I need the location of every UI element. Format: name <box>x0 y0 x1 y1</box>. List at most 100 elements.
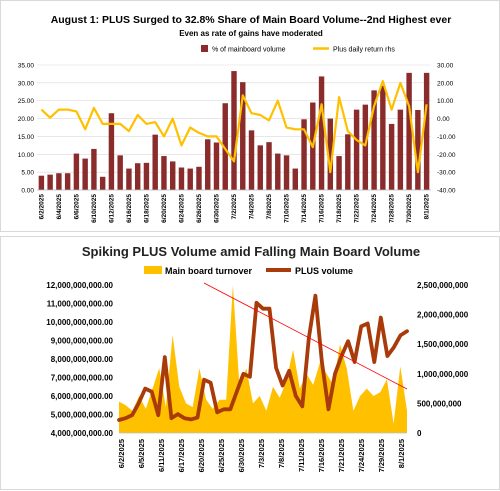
x-tick-label: 7/21/2025 <box>337 439 346 472</box>
bar <box>108 113 115 190</box>
series-line-plus-return <box>40 79 428 174</box>
x-tick-label: 7/16/2025 <box>319 194 326 223</box>
bar <box>178 167 185 190</box>
bar <box>231 71 237 190</box>
y-right-tick-label: 1,000,000,000 <box>417 370 469 379</box>
legend-label-line: Plus daily return rhs <box>333 47 395 54</box>
bar <box>56 173 62 190</box>
x-tick-label: 6/26/2025 <box>196 194 203 223</box>
bar <box>240 82 246 190</box>
x-tick-label: 7/18/2025 <box>336 194 343 223</box>
x-tick-label: 6/16/2025 <box>126 194 133 223</box>
bar <box>196 166 202 190</box>
bar <box>318 76 325 190</box>
x-tick-label: 7/16/2025 <box>317 439 326 472</box>
bar <box>423 72 430 190</box>
y-right-tick-label: 0.00 <box>437 116 450 123</box>
y-right-tick-label: -40.00 <box>437 188 456 195</box>
legend-label-area: Main board turnover <box>165 266 253 276</box>
y-right-tick-label: -30.00 <box>437 170 456 177</box>
y-right-tick-label: 0 <box>417 429 422 438</box>
bar <box>283 155 290 190</box>
x-tick-label: 7/29/2025 <box>377 439 386 472</box>
bar <box>275 153 281 190</box>
x-tick-label: 7/10/2025 <box>284 194 291 223</box>
x-tick-label: 7/22/2025 <box>354 194 361 223</box>
x-tick-label: 7/24/2025 <box>371 194 378 223</box>
bar <box>371 90 377 190</box>
trend-line-annotation <box>203 282 408 390</box>
y-left-tick-label: 10.00 <box>18 152 35 159</box>
chart-plus-volume: Spiking PLUS Volume amid Falling Main Bo… <box>0 236 500 490</box>
y-right-tick-label: 10.00 <box>437 98 454 105</box>
y-left-tick-label: 15.00 <box>18 134 35 141</box>
x-tick-label: 6/12/2025 <box>108 194 115 223</box>
x-tick-label: 6/20/2025 <box>197 439 206 472</box>
y-right-tick-label: 1,500,000,000 <box>417 340 469 349</box>
bar <box>38 175 45 190</box>
x-tick-label: 6/2/2025 <box>117 439 126 468</box>
bar <box>99 176 106 190</box>
x-tick-label: 7/11/2025 <box>297 439 306 472</box>
x-tick-label: 7/2/2025 <box>231 194 238 220</box>
legend-label-plus-line: PLUS volume <box>295 266 353 276</box>
y-right-tick-label: -10.00 <box>437 134 456 141</box>
x-tick-label: 6/11/2025 <box>157 439 166 472</box>
y-left-tick-label: 9,000,000,000.00 <box>51 337 114 346</box>
y-left-tick-label: 12,000,000,000.00 <box>46 281 113 290</box>
bar <box>73 153 80 190</box>
x-tick-label: 6/10/2025 <box>91 194 98 223</box>
x-tick-label: 6/24/2025 <box>178 194 185 223</box>
bar <box>47 174 53 190</box>
bar <box>406 72 412 190</box>
bar <box>327 118 334 190</box>
chart1-title: August 1: PLUS Surged to 32.8% Share of … <box>51 14 452 26</box>
x-tick-label: 6/17/2025 <box>177 439 186 472</box>
y-left-tick-label: 5,000,000,000.00 <box>51 411 114 420</box>
x-tick-label: 8/1/2025 <box>397 439 406 468</box>
x-tick-label: 6/4/2025 <box>56 194 63 220</box>
chart-plus-share: August 1: PLUS Surged to 32.8% Share of … <box>0 0 500 232</box>
x-tick-label: 6/30/2025 <box>237 439 246 472</box>
bar <box>161 156 167 190</box>
legend-swatch-area <box>144 266 162 274</box>
y-left-tick-label: 10,000,000,000.00 <box>46 318 113 327</box>
bar <box>91 148 97 190</box>
bar <box>362 104 369 190</box>
y-right-tick-label: -20.00 <box>437 152 456 159</box>
bar <box>117 155 123 190</box>
x-tick-label: 6/2/2025 <box>38 194 45 220</box>
y-right-tick-label: 20.00 <box>437 80 454 87</box>
bar <box>292 168 299 190</box>
x-tick-label: 6/6/2025 <box>73 194 80 220</box>
bar <box>126 168 132 190</box>
y-left-tick-label: 0.00 <box>21 188 34 195</box>
x-tick-label: 6/18/2025 <box>143 194 150 223</box>
chart1-subtitle: Even as rate of gains have moderated <box>179 29 323 38</box>
bar <box>415 110 421 190</box>
x-tick-label: 7/3/2025 <box>257 439 266 468</box>
y-left-tick-label: 8,000,000,000.00 <box>51 355 114 364</box>
bar <box>397 109 404 190</box>
y-left-tick-label: 20.00 <box>18 116 35 123</box>
chart2-title: Spiking PLUS Volume amid Falling Main Bo… <box>82 244 420 259</box>
bar <box>353 109 360 190</box>
y-right-tick-label: 2,000,000,000 <box>417 311 469 320</box>
chart-plus-volume-svg: Spiking PLUS Volume amid Falling Main Bo… <box>46 244 469 472</box>
bar <box>380 85 386 190</box>
series-line-plus-volume <box>117 293 409 422</box>
chart-plus-share-svg: August 1: PLUS Surged to 32.8% Share of … <box>18 14 456 223</box>
x-tick-label: 7/14/2025 <box>301 194 308 223</box>
bar <box>345 134 351 190</box>
legend-label-bars: % of mainboard volume <box>212 47 286 54</box>
bar <box>205 139 211 190</box>
x-tick-label: 6/20/2025 <box>161 194 168 223</box>
bar <box>152 134 158 190</box>
bar <box>134 163 141 190</box>
y-left-tick-label: 7,000,000,000.00 <box>51 374 114 383</box>
x-tick-label: 7/28/2025 <box>389 194 396 223</box>
y-left-tick-label: 11,000,000,000.00 <box>47 300 114 309</box>
legend-swatch-bars <box>201 45 208 52</box>
bar <box>64 173 71 190</box>
y-right-tick-label: 2,500,000,000 <box>417 281 469 290</box>
